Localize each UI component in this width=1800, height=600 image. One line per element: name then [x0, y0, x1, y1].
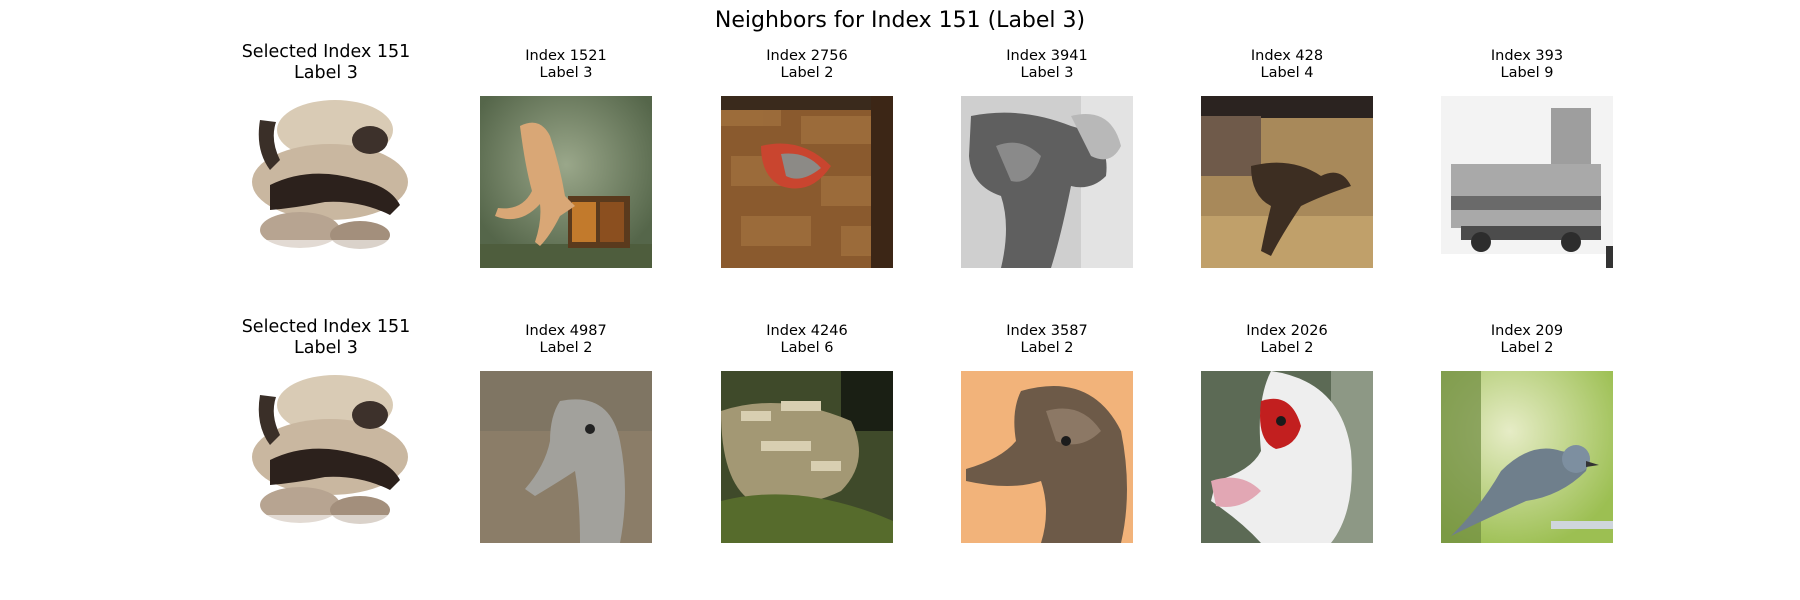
thumbnail-image [480, 371, 652, 543]
neighbor-image-panel: Index 4246 Label 6 [721, 323, 893, 543]
panel-title: Index 4246 [766, 323, 848, 339]
thumbnail-image [240, 90, 412, 262]
panel-label: Label 3 [539, 65, 593, 81]
panel-title: Index 2026 [1246, 323, 1328, 339]
neighbor-image-panel: Index 2026 Label 2 [1201, 323, 1373, 543]
thumbnail-image [721, 371, 893, 543]
panel-label: Label 3 [1020, 65, 1074, 81]
panel-label: Label 2 [1020, 340, 1074, 356]
neighbor-image-panel: Index 428 Label 4 [1201, 48, 1373, 268]
panel-label: Label 9 [1500, 65, 1554, 81]
figure-title: Neighbors for Index 151 (Label 3) [714, 8, 1086, 33]
thumbnail-image [240, 365, 412, 537]
panel-title: Index 209 [1490, 323, 1564, 339]
panel-title: Index 1521 [525, 48, 607, 64]
thumbnail-image [721, 96, 893, 268]
panel-label: Label 2 [780, 65, 834, 81]
panel-label: Label 2 [539, 340, 593, 356]
panel-title: Index 428 [1250, 48, 1324, 64]
thumbnail-image [1441, 96, 1613, 268]
panel-title: Index 393 [1490, 48, 1564, 64]
panel-label: Label 3 [294, 63, 358, 83]
neighbor-image-panel: Index 2756 Label 2 [721, 48, 893, 268]
neighbor-image-panel: Index 1521 Label 3 [480, 48, 652, 268]
panel-label: Label 4 [1260, 65, 1314, 81]
panel-label: Label 3 [294, 338, 358, 358]
panel-title: Index 2756 [766, 48, 848, 64]
panel-label: Label 2 [1260, 340, 1314, 356]
thumbnail-image [1201, 371, 1373, 543]
panel-title: Selected Index 151 [241, 317, 411, 337]
selected-image-panel: Selected Index 151 Label 3 [240, 42, 412, 262]
neighbor-image-panel: Index 4987 Label 2 [480, 323, 652, 543]
neighbor-image-panel: Index 393 Label 9 [1441, 48, 1613, 268]
selected-image-panel: Selected Index 151 Label 3 [240, 317, 412, 537]
thumbnail-image [961, 371, 1133, 543]
panel-label: Label 6 [780, 340, 834, 356]
thumbnail-image [961, 96, 1133, 268]
thumbnail-image [480, 96, 652, 268]
neighbor-image-panel: Index 3941 Label 3 [961, 48, 1133, 268]
panel-title: Index 3941 [1006, 48, 1088, 64]
panel-label: Label 2 [1500, 340, 1554, 356]
neighbor-image-panel: Index 209 Label 2 [1441, 323, 1613, 543]
thumbnail-image [1201, 96, 1373, 268]
panel-title: Index 3587 [1006, 323, 1088, 339]
thumbnail-image [1441, 371, 1613, 543]
neighbor-image-panel: Index 3587 Label 2 [961, 323, 1133, 543]
panel-title: Selected Index 151 [241, 42, 411, 62]
panel-title: Index 4987 [525, 323, 607, 339]
